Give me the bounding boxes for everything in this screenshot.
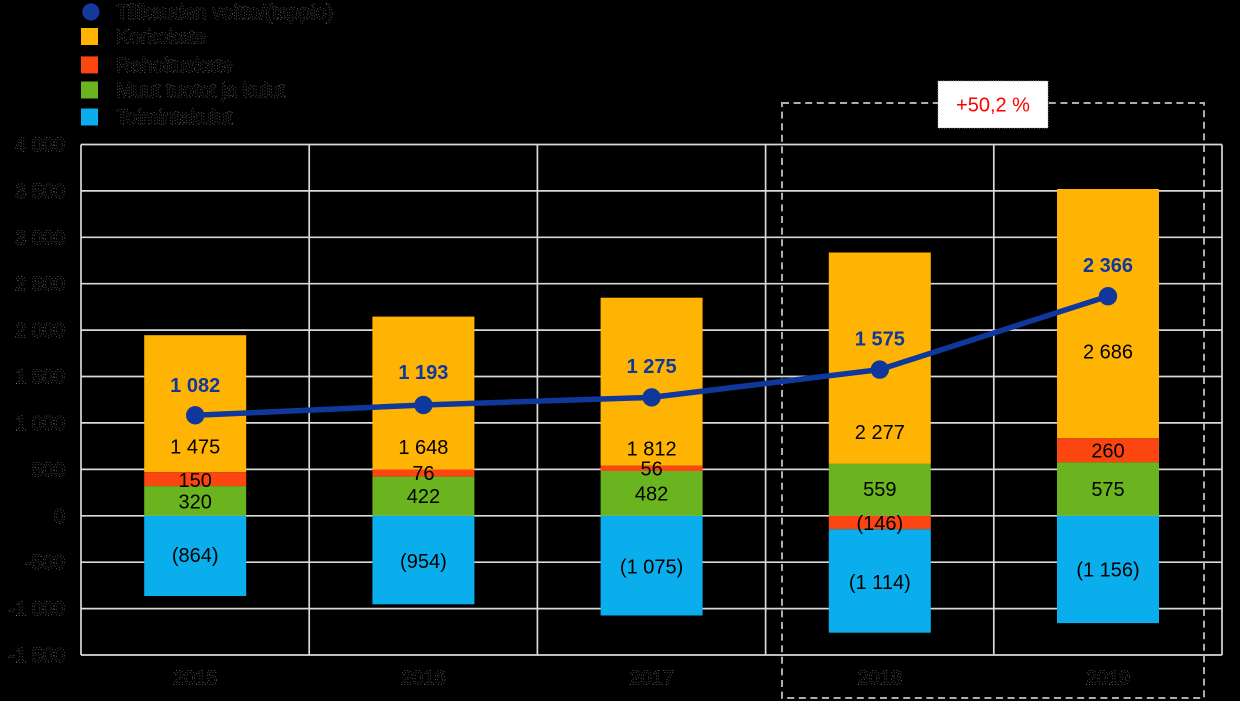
svg-text:1 193: 1 193: [398, 362, 448, 384]
svg-text:3 500: 3 500: [15, 181, 65, 203]
svg-text:(1 075): (1 075): [620, 557, 683, 579]
svg-text:Rahoituskate: Rahoituskate: [116, 55, 233, 77]
svg-text:500: 500: [32, 459, 65, 481]
svg-text:Toimintakulut: Toimintakulut: [116, 107, 233, 129]
svg-text:2 000: 2 000: [15, 320, 65, 342]
svg-text:575: 575: [1091, 479, 1124, 501]
svg-text:320: 320: [179, 492, 212, 514]
svg-text:76: 76: [412, 463, 434, 485]
svg-text:(1 156): (1 156): [1076, 559, 1139, 581]
svg-text:-500: -500: [25, 552, 65, 574]
svg-text:(954): (954): [400, 551, 447, 573]
svg-text:1 812: 1 812: [627, 439, 677, 461]
svg-text:422: 422: [407, 486, 440, 508]
svg-text:1 475: 1 475: [170, 436, 220, 458]
svg-text:-1 000: -1 000: [8, 599, 65, 621]
svg-text:2 366: 2 366: [1083, 255, 1133, 277]
svg-text:Korkokate: Korkokate: [116, 27, 206, 49]
svg-text:4 000: 4 000: [15, 135, 65, 157]
svg-text:2018: 2018: [858, 667, 903, 689]
svg-text:+50,2 %: +50,2 %: [956, 95, 1030, 117]
svg-text:1 500: 1 500: [15, 367, 65, 389]
svg-text:1 648: 1 648: [398, 437, 448, 459]
svg-text:(864): (864): [172, 545, 219, 567]
svg-text:3 000: 3 000: [15, 227, 65, 249]
svg-text:1 000: 1 000: [15, 413, 65, 435]
svg-text:2019: 2019: [1086, 667, 1131, 689]
svg-text:2015: 2015: [173, 667, 218, 689]
svg-text:559: 559: [863, 479, 896, 501]
svg-text:2 277: 2 277: [855, 422, 905, 444]
svg-text:2017: 2017: [629, 667, 674, 689]
svg-text:1 575: 1 575: [855, 328, 905, 350]
svg-text:260: 260: [1091, 440, 1124, 462]
svg-text:1 082: 1 082: [170, 375, 220, 397]
svg-text:(1 114): (1 114): [849, 572, 911, 594]
svg-text:482: 482: [635, 483, 668, 505]
svg-text:2 686: 2 686: [1083, 342, 1133, 364]
svg-text:-1 500: -1 500: [8, 645, 65, 667]
svg-text:Tilikauden voitto/(tappio): Tilikauden voitto/(tappio): [116, 2, 333, 24]
svg-text:150: 150: [179, 470, 212, 492]
svg-text:0: 0: [54, 506, 65, 528]
svg-text:56: 56: [640, 459, 662, 481]
svg-text:2 500: 2 500: [15, 274, 65, 296]
svg-text:2016: 2016: [401, 667, 446, 689]
svg-text:Muut tuotot ja kulut: Muut tuotot ja kulut: [116, 80, 285, 102]
svg-text:1 275: 1 275: [627, 356, 677, 378]
svg-text:(146): (146): [856, 513, 903, 535]
